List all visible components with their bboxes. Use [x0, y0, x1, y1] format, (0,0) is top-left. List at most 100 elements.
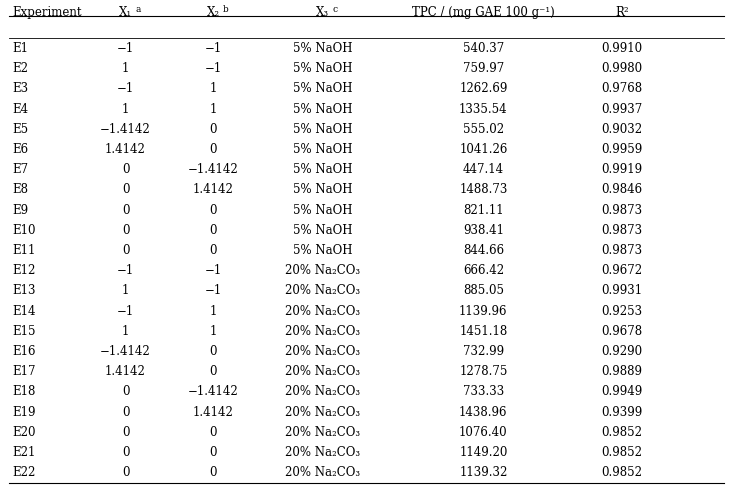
- Text: E20: E20: [12, 426, 36, 439]
- Text: 0.9768: 0.9768: [602, 82, 643, 96]
- Text: 0: 0: [122, 244, 129, 257]
- Text: 0.9889: 0.9889: [602, 365, 643, 378]
- Text: 0: 0: [210, 244, 217, 257]
- Text: 0.9672: 0.9672: [602, 264, 643, 277]
- Text: 0.9937: 0.9937: [602, 102, 643, 115]
- Text: 0.9846: 0.9846: [602, 183, 643, 197]
- Text: 0: 0: [122, 386, 129, 398]
- Text: −1: −1: [117, 304, 134, 318]
- Text: −1: −1: [117, 264, 134, 277]
- Text: E7: E7: [12, 163, 29, 176]
- Text: 1149.20: 1149.20: [459, 446, 507, 459]
- Text: 0.9910: 0.9910: [602, 42, 643, 55]
- Text: Experiment: Experiment: [12, 5, 82, 19]
- Text: 5% NaOH: 5% NaOH: [293, 42, 353, 55]
- Text: X₂: X₂: [207, 5, 220, 19]
- Text: 1: 1: [210, 82, 217, 96]
- Text: 0.9949: 0.9949: [602, 386, 643, 398]
- Text: 0: 0: [210, 426, 217, 439]
- Text: −1.4142: −1.4142: [100, 123, 151, 136]
- Text: 555.02: 555.02: [463, 123, 504, 136]
- Text: 0.9931: 0.9931: [602, 284, 643, 297]
- Text: 1438.96: 1438.96: [459, 405, 507, 419]
- Text: 0: 0: [210, 446, 217, 459]
- Text: 885.05: 885.05: [463, 284, 504, 297]
- Text: E2: E2: [12, 62, 29, 75]
- Text: 0.9852: 0.9852: [602, 446, 643, 459]
- Text: 0.9852: 0.9852: [602, 426, 643, 439]
- Text: 0: 0: [122, 405, 129, 419]
- Text: X₁: X₁: [119, 5, 132, 19]
- Text: 0.9873: 0.9873: [602, 203, 643, 216]
- Text: 5% NaOH: 5% NaOH: [293, 62, 353, 75]
- Text: 1335.54: 1335.54: [459, 102, 508, 115]
- Text: 0.9980: 0.9980: [602, 62, 643, 75]
- Text: 0: 0: [122, 224, 129, 237]
- Text: E15: E15: [12, 325, 36, 338]
- Text: E3: E3: [12, 82, 29, 96]
- Text: 20% Na₂CO₃: 20% Na₂CO₃: [285, 446, 360, 459]
- Text: 1: 1: [122, 284, 129, 297]
- Text: −1.4142: −1.4142: [188, 386, 238, 398]
- Text: −1: −1: [117, 82, 134, 96]
- Text: 20% Na₂CO₃: 20% Na₂CO₃: [285, 426, 360, 439]
- Text: 0: 0: [210, 123, 217, 136]
- Text: −1: −1: [117, 42, 134, 55]
- Text: 0: 0: [210, 345, 217, 358]
- Text: 447.14: 447.14: [463, 163, 504, 176]
- Text: TPC / (mg GAE 100 g⁻¹): TPC / (mg GAE 100 g⁻¹): [412, 5, 555, 19]
- Text: 540.37: 540.37: [463, 42, 504, 55]
- Text: 5% NaOH: 5% NaOH: [293, 82, 353, 96]
- Text: 0.9399: 0.9399: [602, 405, 643, 419]
- Text: 0.9253: 0.9253: [602, 304, 643, 318]
- Text: 0: 0: [122, 426, 129, 439]
- Text: E1: E1: [12, 42, 29, 55]
- Text: 733.33: 733.33: [463, 386, 504, 398]
- Text: E13: E13: [12, 284, 36, 297]
- Text: 5% NaOH: 5% NaOH: [293, 163, 353, 176]
- Text: −1.4142: −1.4142: [100, 345, 151, 358]
- Text: 5% NaOH: 5% NaOH: [293, 143, 353, 156]
- Text: 1262.69: 1262.69: [459, 82, 507, 96]
- Text: 5% NaOH: 5% NaOH: [293, 224, 353, 237]
- Text: 0.9959: 0.9959: [602, 143, 643, 156]
- Text: 0: 0: [210, 466, 217, 479]
- Text: 0.9678: 0.9678: [602, 325, 643, 338]
- Text: 1.4142: 1.4142: [105, 365, 146, 378]
- Text: 732.99: 732.99: [463, 345, 504, 358]
- Text: E14: E14: [12, 304, 36, 318]
- Text: E8: E8: [12, 183, 29, 197]
- Text: 0.9852: 0.9852: [602, 466, 643, 479]
- Text: 0: 0: [210, 365, 217, 378]
- Text: 1.4142: 1.4142: [193, 183, 234, 197]
- Text: 0: 0: [210, 143, 217, 156]
- Text: 0: 0: [122, 183, 129, 197]
- Text: 20% Na₂CO₃: 20% Na₂CO₃: [285, 284, 360, 297]
- Text: −1: −1: [205, 264, 222, 277]
- Text: 1: 1: [122, 325, 129, 338]
- Text: 0: 0: [210, 203, 217, 216]
- Text: 759.97: 759.97: [463, 62, 504, 75]
- Text: 5% NaOH: 5% NaOH: [293, 183, 353, 197]
- Text: 821.11: 821.11: [463, 203, 504, 216]
- Text: E11: E11: [12, 244, 36, 257]
- Text: 1: 1: [210, 102, 217, 115]
- Text: 1.4142: 1.4142: [105, 143, 146, 156]
- Text: 0: 0: [122, 446, 129, 459]
- Text: 20% Na₂CO₃: 20% Na₂CO₃: [285, 325, 360, 338]
- Text: E10: E10: [12, 224, 36, 237]
- Text: E21: E21: [12, 446, 36, 459]
- Text: 5% NaOH: 5% NaOH: [293, 244, 353, 257]
- Text: E4: E4: [12, 102, 29, 115]
- Text: 1: 1: [122, 62, 129, 75]
- Text: E16: E16: [12, 345, 36, 358]
- Text: 20% Na₂CO₃: 20% Na₂CO₃: [285, 264, 360, 277]
- Text: 0: 0: [122, 466, 129, 479]
- Text: E5: E5: [12, 123, 29, 136]
- Text: 0.9032: 0.9032: [602, 123, 643, 136]
- Text: 0.9873: 0.9873: [602, 244, 643, 257]
- Text: 5% NaOH: 5% NaOH: [293, 102, 353, 115]
- Text: 1139.32: 1139.32: [459, 466, 507, 479]
- Text: −1: −1: [205, 62, 222, 75]
- Text: 5% NaOH: 5% NaOH: [293, 123, 353, 136]
